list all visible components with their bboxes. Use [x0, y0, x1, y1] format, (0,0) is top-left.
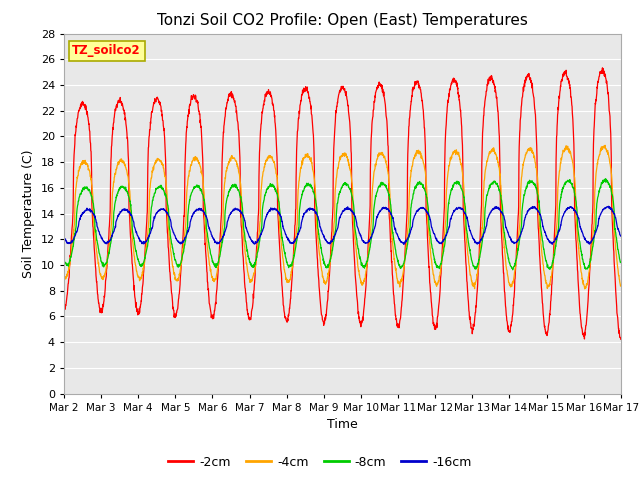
- Title: Tonzi Soil CO2 Profile: Open (East) Temperatures: Tonzi Soil CO2 Profile: Open (East) Temp…: [157, 13, 528, 28]
- Legend: -2cm, -4cm, -8cm, -16cm: -2cm, -4cm, -8cm, -16cm: [163, 451, 477, 474]
- X-axis label: Time: Time: [327, 418, 358, 431]
- Y-axis label: Soil Temperature (C): Soil Temperature (C): [22, 149, 35, 278]
- Text: TZ_soilco2: TZ_soilco2: [72, 44, 141, 58]
